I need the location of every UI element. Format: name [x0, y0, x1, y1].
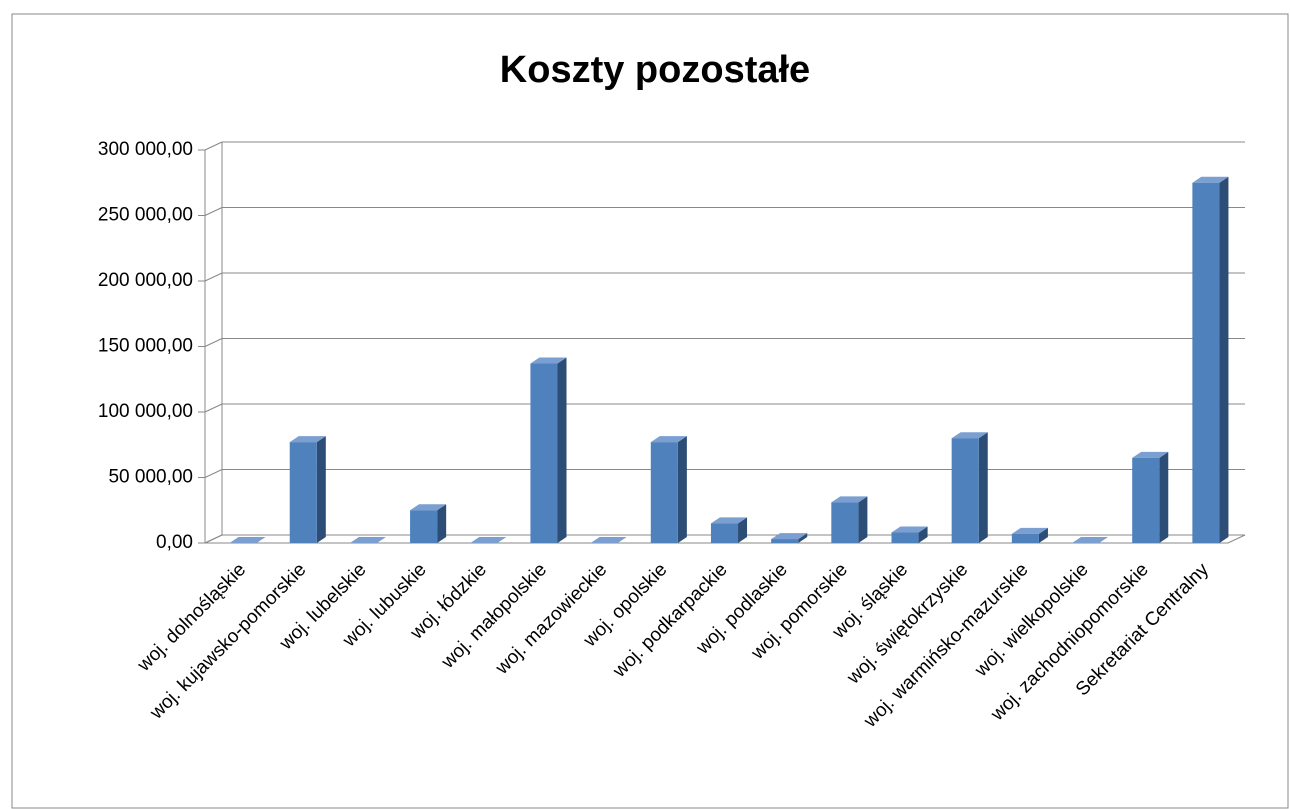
bar-side: [798, 533, 808, 543]
bar: [470, 537, 507, 543]
bar-front: [891, 532, 919, 543]
bar-front: [410, 510, 438, 543]
bar: [650, 436, 687, 543]
bar-front: [951, 438, 979, 543]
bar-side: [557, 357, 567, 543]
bar: [1011, 527, 1048, 543]
chart-frame: [11, 13, 1289, 809]
y-tick-label: 300 000,00: [98, 139, 193, 160]
bar-top: [530, 357, 567, 364]
bar-top: [470, 537, 507, 543]
bar-side: [316, 436, 326, 543]
bar: [410, 504, 447, 543]
bar: [710, 517, 748, 543]
bar-side: [1159, 451, 1169, 543]
y-tick-label: 150 000,00: [98, 336, 193, 357]
bar-top: [771, 533, 808, 540]
bar-side: [918, 526, 928, 543]
grid-diagonal: [204, 141, 223, 151]
bar-front: [289, 442, 317, 543]
bar-side: [858, 496, 868, 543]
bar: [771, 533, 808, 543]
bar-front: [771, 539, 799, 543]
y-tick-label: 50 000,00: [108, 467, 193, 488]
bar: [891, 526, 928, 543]
grid-diagonal: [204, 272, 223, 282]
bar: [1132, 451, 1169, 543]
bar-front: [831, 502, 859, 543]
y-tick-label: 100 000,00: [98, 401, 193, 422]
grid-diagonal: [204, 534, 223, 544]
bar-top: [650, 436, 687, 443]
bar-front: [530, 363, 558, 543]
bar: [530, 357, 567, 543]
bar: [1192, 176, 1229, 543]
bar-top: [1132, 451, 1169, 458]
bar-top: [831, 496, 868, 503]
bar-side: [978, 432, 988, 543]
bar-front: [1011, 533, 1039, 543]
bar-top: [229, 537, 266, 543]
bar: [831, 496, 868, 543]
bar-top: [951, 432, 988, 439]
bar-front: [650, 442, 678, 543]
chart-title: Koszty pozostałe: [500, 49, 810, 91]
y-tick-label: 250 000,00: [98, 205, 193, 226]
bar: [289, 436, 326, 543]
bar-top: [349, 537, 386, 543]
bar: [349, 537, 386, 543]
bar-front: [710, 523, 739, 543]
bar-side: [1219, 176, 1229, 543]
grid-diagonal: [204, 338, 223, 347]
bar-front: [1192, 182, 1220, 543]
bar: [229, 537, 266, 543]
bar-top: [289, 436, 326, 443]
grid-diagonal: [204, 207, 223, 216]
bar-top: [1011, 527, 1048, 534]
bar-side: [677, 436, 687, 543]
bar-top: [1072, 537, 1109, 543]
bar: [951, 432, 988, 543]
bar-top: [410, 504, 447, 511]
y-tick-label: 200 000,00: [98, 270, 193, 291]
bar: [590, 537, 627, 543]
bar-side: [437, 504, 447, 543]
grid-diagonal: [204, 403, 223, 413]
bar: [1072, 537, 1109, 543]
bar-top: [1192, 176, 1229, 183]
bar-top: [710, 517, 748, 524]
bar-front: [1132, 457, 1160, 543]
bar-top: [891, 526, 928, 533]
bar-side: [1038, 527, 1048, 543]
grid-diagonal: [204, 469, 223, 478]
bar-side: [738, 517, 748, 543]
bar-top: [590, 537, 627, 543]
y-tick-label: 0,00: [156, 532, 193, 553]
